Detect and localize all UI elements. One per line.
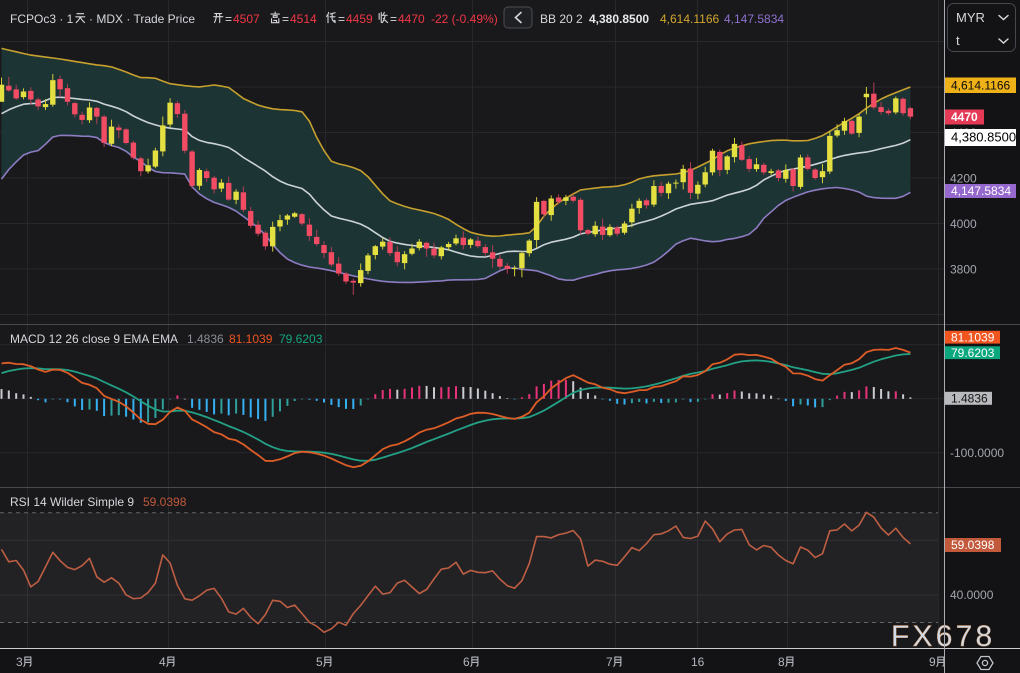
svg-text:81.1039: 81.1039 [951,330,995,344]
svg-text:5: 5 [316,655,323,669]
svg-text:4,614.1166: 4,614.1166 [951,79,1010,93]
svg-text:4,147.5834: 4,147.5834 [951,184,1011,198]
svg-text:4470: 4470 [398,12,425,26]
svg-text:4,147.5834: 4,147.5834 [724,12,784,26]
svg-text:· MDX · Trade Price: · MDX · Trade Price [89,12,195,26]
svg-text:MYR: MYR [956,10,985,25]
svg-text:-22 (-0.49%): -22 (-0.49%) [431,12,498,26]
svg-text:79.6203: 79.6203 [951,346,995,360]
svg-text:-100.0000: -100.0000 [950,446,1004,460]
svg-text:3800: 3800 [950,262,977,276]
svg-text:4000: 4000 [950,217,977,231]
svg-text:59.0398: 59.0398 [951,538,995,552]
svg-text:BB 20 2: BB 20 2 [540,12,583,26]
svg-text:t: t [956,33,960,48]
svg-text:=: = [282,12,289,26]
svg-text:4,380.8500: 4,380.8500 [589,12,649,26]
svg-text:4200: 4200 [950,171,977,185]
svg-text:4,614.1166: 4,614.1166 [660,12,719,26]
svg-text:4470: 4470 [951,110,978,124]
svg-text:4507: 4507 [233,12,260,26]
svg-text:=: = [225,12,232,26]
svg-text:4: 4 [159,655,166,669]
svg-text:1.4836: 1.4836 [951,392,988,406]
svg-text:6: 6 [463,655,470,669]
svg-text:7: 7 [606,655,613,669]
svg-text:79.6203: 79.6203 [279,332,323,346]
svg-text:4459: 4459 [346,12,373,26]
svg-text:1.4836: 1.4836 [187,332,224,346]
svg-text:3: 3 [16,655,23,669]
svg-text:59.0398: 59.0398 [143,495,187,509]
svg-text:81.1039: 81.1039 [229,332,273,346]
svg-text:40.0000: 40.0000 [950,588,994,602]
svg-text:9: 9 [929,655,936,669]
svg-text:=: = [390,12,397,26]
svg-text:4514: 4514 [290,12,317,26]
svg-text:8: 8 [778,655,785,669]
svg-text:FCPOc3 · 1: FCPOc3 · 1 [10,12,74,26]
svg-text:RSI 14 Wilder Simple 9: RSI 14 Wilder Simple 9 [10,495,134,509]
svg-text:MACD 12 26 close 9 EMA EMA: MACD 12 26 close 9 EMA EMA [10,332,178,346]
svg-text:=: = [338,12,345,26]
svg-text:4,380.8500: 4,380.8500 [951,130,1016,145]
svg-text:16: 16 [691,655,705,669]
svg-text:FX678: FX678 [891,620,995,653]
